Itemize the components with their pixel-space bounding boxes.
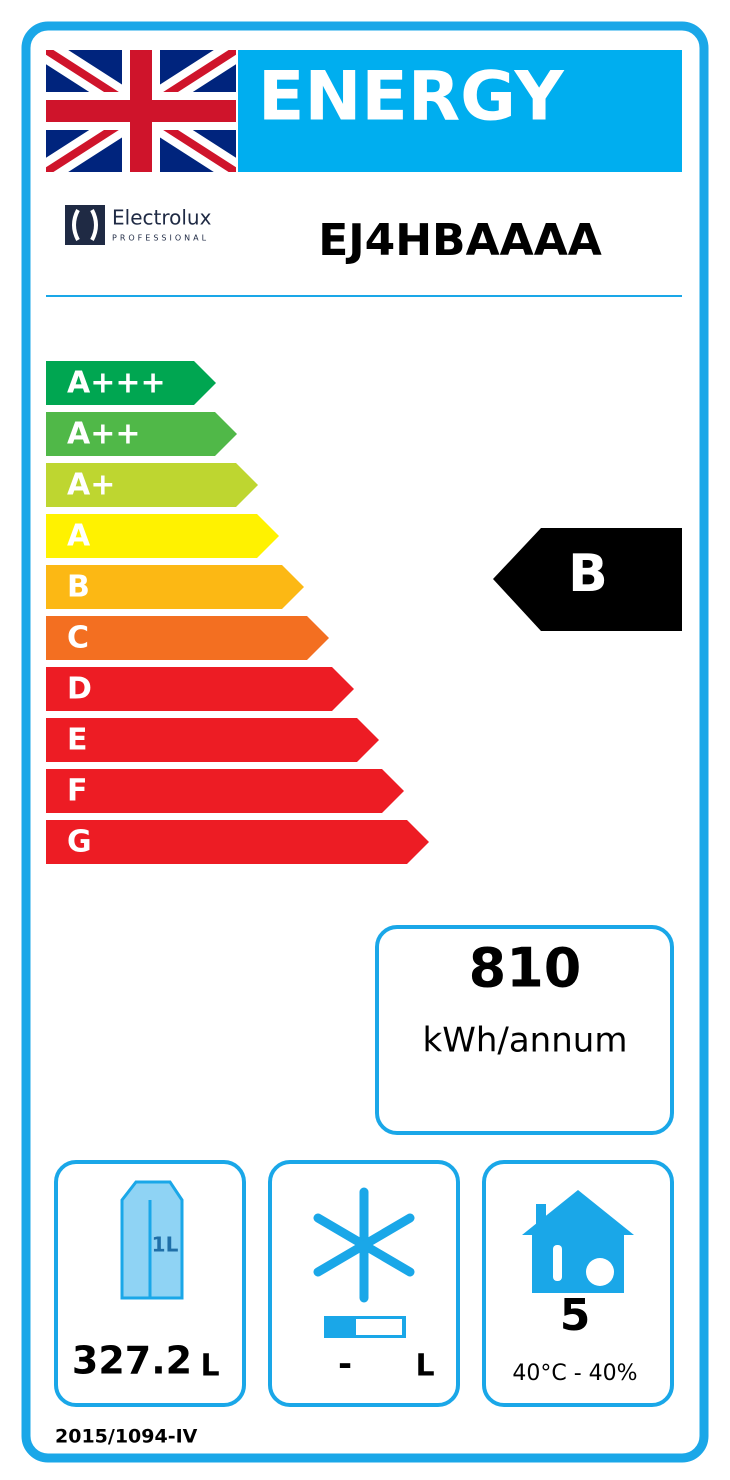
class-arrow <box>46 667 354 711</box>
brand-name: Electrolux <box>112 206 212 230</box>
consumption-unit: kWh/annum <box>423 1021 628 1061</box>
rating-arrow <box>493 528 682 631</box>
class-arrow <box>46 514 279 558</box>
label-border <box>21 21 709 1463</box>
class-arrow <box>46 565 304 609</box>
class-arrow <box>46 412 237 456</box>
regulation: 2015/1094-IV <box>55 1426 198 1448</box>
class-arrow <box>46 820 429 864</box>
freezer-star-icon <box>324 1316 406 1338</box>
brand-logo <box>65 205 105 245</box>
storage-box <box>54 1160 246 1407</box>
freezer-unit: L <box>415 1349 434 1384</box>
class-label: E <box>67 723 88 758</box>
class-label: F <box>67 774 88 809</box>
climate-class: 5 <box>560 1290 591 1341</box>
rating: B <box>568 544 608 604</box>
class-label: G <box>67 825 92 860</box>
class-label: A+++ <box>67 366 166 401</box>
class-arrow <box>46 616 329 660</box>
class-label: B <box>67 570 90 605</box>
storage-volume: 327.2 <box>72 1339 192 1383</box>
uk-flag <box>46 50 236 172</box>
storage-unit: L <box>200 1349 219 1384</box>
snowflake-icon <box>313 1187 415 1303</box>
carton-icon <box>120 1180 184 1300</box>
climate-range: 40°C - 40% <box>512 1361 637 1386</box>
carton-label: 1L <box>152 1233 179 1257</box>
class-arrow <box>46 463 258 507</box>
consumption-box <box>375 925 674 1135</box>
class-arrow <box>46 718 379 762</box>
climate-box <box>482 1160 674 1407</box>
class-arrow <box>46 769 404 813</box>
model: EJ4HBAAAA <box>318 215 602 266</box>
freezer-box <box>268 1160 460 1407</box>
consumption-value: 810 <box>469 937 582 1000</box>
freezer-volume: - <box>338 1345 352 1385</box>
class-label: A <box>67 519 91 554</box>
class-label: A+ <box>67 468 115 503</box>
house-icon <box>522 1190 634 1293</box>
class-arrow <box>46 361 216 405</box>
header-band <box>238 50 682 172</box>
brand-sub: PROFESSIONAL <box>112 234 209 243</box>
class-label: A++ <box>67 417 141 452</box>
class-label: C <box>67 621 89 656</box>
class-label: D <box>67 672 92 707</box>
header-title: ENERGY <box>258 58 564 137</box>
